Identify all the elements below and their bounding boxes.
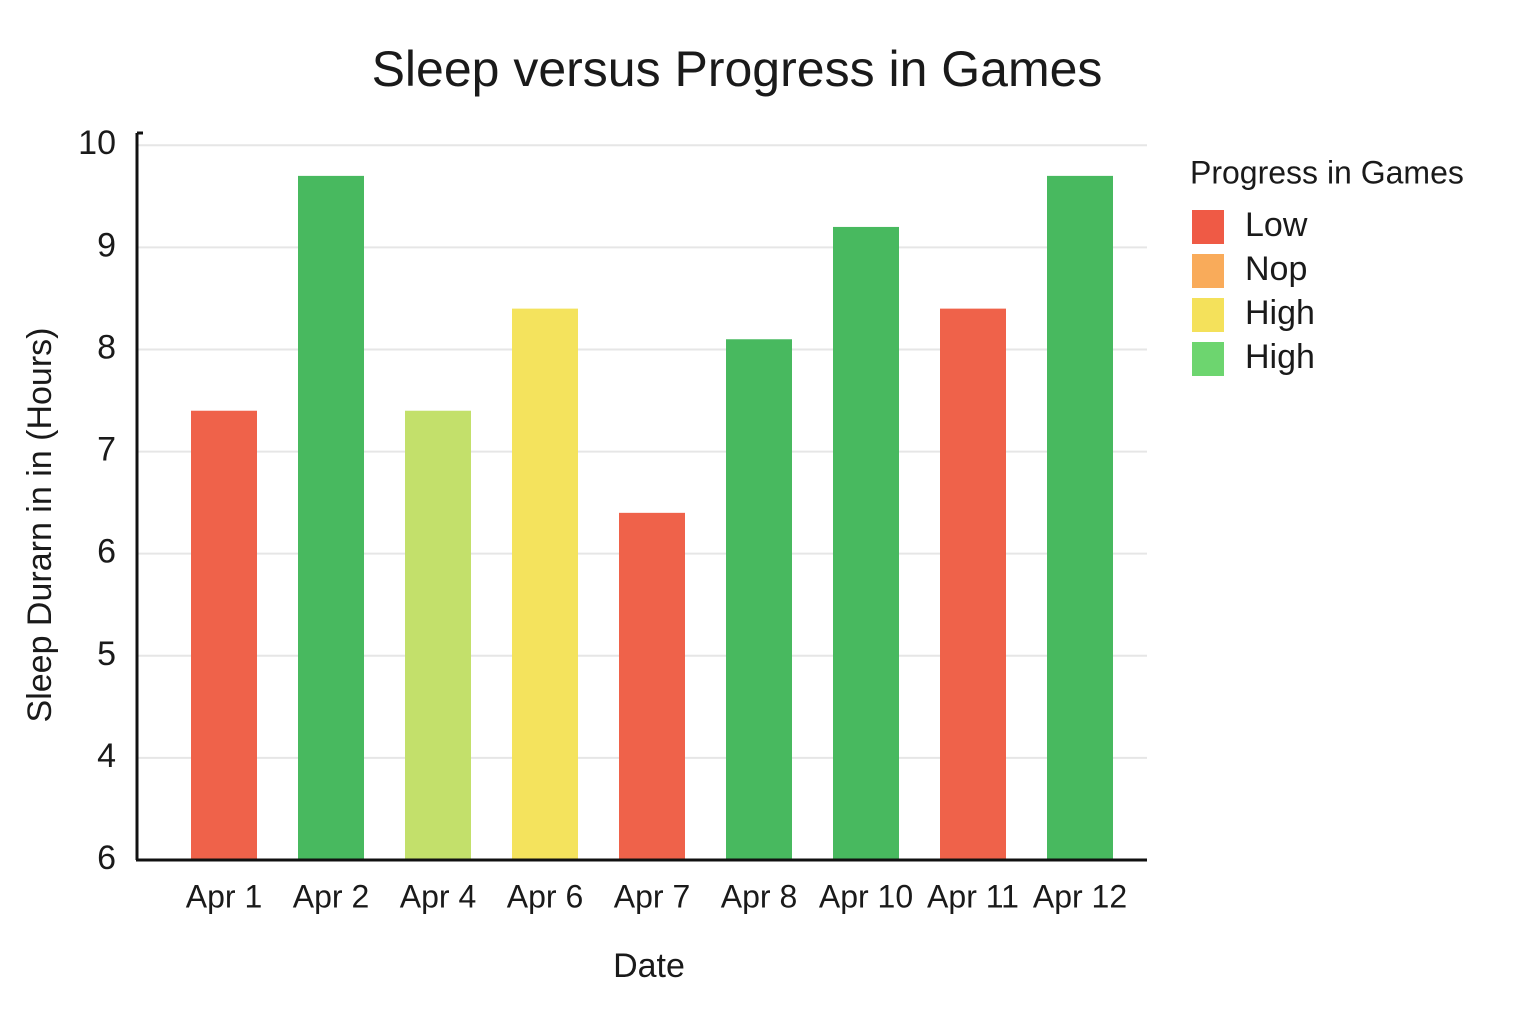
x-axis-label: Date <box>613 947 685 985</box>
legend-title: Progress in Games <box>1190 154 1464 190</box>
legend-label: High <box>1245 294 1315 332</box>
bar <box>191 410 257 860</box>
y-axis-label: Sleep Durarn in in (Hours) <box>21 328 59 723</box>
bar <box>833 226 899 860</box>
bar <box>619 512 685 860</box>
x-tick-label: Apr 4 <box>400 878 476 914</box>
x-tick-label: Apr 1 <box>186 878 262 914</box>
legend-label: High <box>1245 338 1315 376</box>
y-tick-label: 9 <box>97 226 116 264</box>
x-tick-label: Apr 6 <box>507 878 583 914</box>
bar <box>405 410 471 860</box>
y-tick-label: 6 <box>97 839 116 877</box>
bar <box>1047 175 1113 860</box>
bar <box>940 308 1006 860</box>
x-tick-label: Apr 2 <box>293 878 369 914</box>
legend-label: Nop <box>1245 250 1307 288</box>
legend-swatch <box>1192 298 1224 332</box>
bar <box>298 175 364 860</box>
legend-swatch <box>1192 342 1224 376</box>
y-tick-label: 5 <box>97 635 116 673</box>
bar <box>726 339 792 860</box>
x-tick-label: Apr 7 <box>614 878 690 914</box>
y-tick-label: 6 <box>97 533 116 571</box>
x-tick-label: Apr 8 <box>721 878 797 914</box>
x-tick-label: Apr 10 <box>819 878 913 914</box>
x-tick-label: Apr 12 <box>1033 878 1127 914</box>
x-tick-label: Apr 11 <box>927 878 1019 914</box>
chart-title: Sleep versus Progress in Games <box>372 41 1103 97</box>
y-tick-label: 7 <box>97 431 116 469</box>
bar <box>512 308 578 860</box>
y-tick-label: 8 <box>97 328 116 366</box>
y-tick-label: 4 <box>97 737 116 775</box>
y-tick-label: 10 <box>78 124 116 162</box>
legend-swatch <box>1192 254 1224 288</box>
legend-label: Low <box>1245 206 1308 244</box>
legend-swatch <box>1192 210 1224 244</box>
